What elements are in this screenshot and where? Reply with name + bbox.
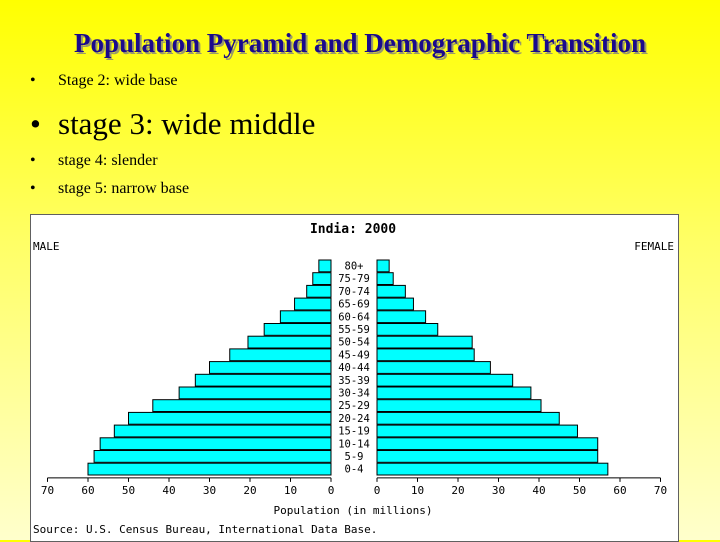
- male-bar: [279, 310, 332, 324]
- male-bar: [178, 386, 332, 400]
- age-group-label: 75-79: [338, 273, 370, 285]
- male-bar: [194, 373, 332, 387]
- bullet-text: stage 5: narrow base: [58, 180, 190, 197]
- female-label: FEMALE: [634, 240, 674, 253]
- male-bar: [93, 450, 332, 463]
- bullet-text: stage 3: wide middle: [58, 106, 316, 141]
- x-tick-label: 10: [411, 484, 424, 497]
- age-group-label: 35-39: [338, 375, 370, 387]
- female-bar: [376, 284, 406, 298]
- female-bar: [376, 323, 439, 336]
- source-note: Source: U.S. Census Bureau, Internationa…: [33, 523, 377, 536]
- age-group-label: 15-19: [338, 426, 370, 438]
- chart-title: India: 2000: [310, 222, 396, 237]
- x-tick-label: 0: [328, 484, 335, 497]
- age-group-label: 25-29: [338, 400, 370, 412]
- female-bar: [376, 462, 609, 476]
- female-bar: [376, 297, 414, 311]
- age-group-label: 20-24: [338, 413, 370, 425]
- female-bar: [376, 361, 491, 374]
- x-tick-label: 30: [492, 484, 505, 497]
- x-tick-label: 20: [451, 484, 464, 497]
- male-bar: [152, 399, 332, 412]
- bullet-marker: •: [30, 180, 36, 197]
- female-bar: [376, 437, 599, 451]
- x-tick-label: 70: [41, 484, 54, 497]
- x-tick-label: 50: [122, 484, 135, 497]
- bullet-marker: •: [30, 106, 41, 141]
- female-bar: [376, 259, 390, 273]
- male-label: MALE: [33, 240, 60, 253]
- male-bar: [99, 437, 332, 451]
- male-bar: [87, 462, 332, 476]
- male-bar: [263, 323, 332, 336]
- age-group-label: 10-14: [338, 438, 370, 450]
- male-bar: [128, 411, 332, 425]
- age-group-label: 40-44: [338, 362, 370, 374]
- female-bar: [376, 386, 532, 400]
- population-pyramid-chart: India: 2000 MALE FEMALE Population (in m…: [30, 214, 679, 542]
- age-group-label: 30-34: [338, 388, 370, 400]
- female-bar: [376, 424, 578, 438]
- female-bar: [376, 272, 394, 286]
- bullet-text: Stage 2: wide base: [58, 72, 178, 89]
- male-bar: [229, 348, 332, 362]
- x-axis-label: Population (in millions): [274, 504, 433, 517]
- age-group-label: 5-9: [345, 451, 364, 463]
- female-bar: [376, 373, 514, 387]
- female-bar: [376, 450, 599, 463]
- male-bar: [312, 272, 332, 286]
- male-bar: [209, 361, 332, 374]
- age-group-label: 55-59: [338, 324, 370, 336]
- age-group-label: 0-4: [345, 464, 364, 476]
- bullet-marker: •: [30, 72, 36, 89]
- x-tick-label: 60: [81, 484, 94, 497]
- male-bar: [113, 424, 332, 438]
- female-bar: [376, 411, 560, 425]
- age-group-label: 80+: [345, 261, 364, 273]
- age-group-label: 65-69: [338, 299, 370, 311]
- x-tick-label: 40: [162, 484, 175, 497]
- x-tick-label: 30: [203, 484, 216, 497]
- bullet-text: stage 4: slender: [58, 152, 158, 169]
- male-bar: [318, 259, 332, 273]
- x-tick-label: 60: [613, 484, 626, 497]
- x-tick-label: 70: [654, 484, 667, 497]
- female-bar: [376, 310, 427, 324]
- x-tick-label: 40: [532, 484, 545, 497]
- age-group-label: 60-64: [338, 311, 370, 323]
- age-group-label: 70-74: [338, 286, 370, 298]
- male-bar: [294, 297, 332, 311]
- x-tick-label: 50: [573, 484, 586, 497]
- male-bar: [247, 335, 332, 349]
- x-tick-label: 0: [374, 484, 381, 497]
- x-tick-label: 20: [243, 484, 256, 497]
- age-group-label: 45-49: [338, 349, 370, 361]
- age-group-label: 50-54: [338, 337, 370, 349]
- female-bar: [376, 335, 473, 349]
- female-bar: [376, 348, 475, 362]
- slide-title: Population Pyramid and Demographic Trans…: [73, 28, 647, 58]
- female-bar: [376, 399, 542, 412]
- x-tick-label: 10: [284, 484, 297, 497]
- male-bar: [306, 284, 332, 298]
- bullet-marker: •: [30, 152, 36, 169]
- pyramid-svg: India: 2000 MALE FEMALE Population (in m…: [33, 222, 674, 536]
